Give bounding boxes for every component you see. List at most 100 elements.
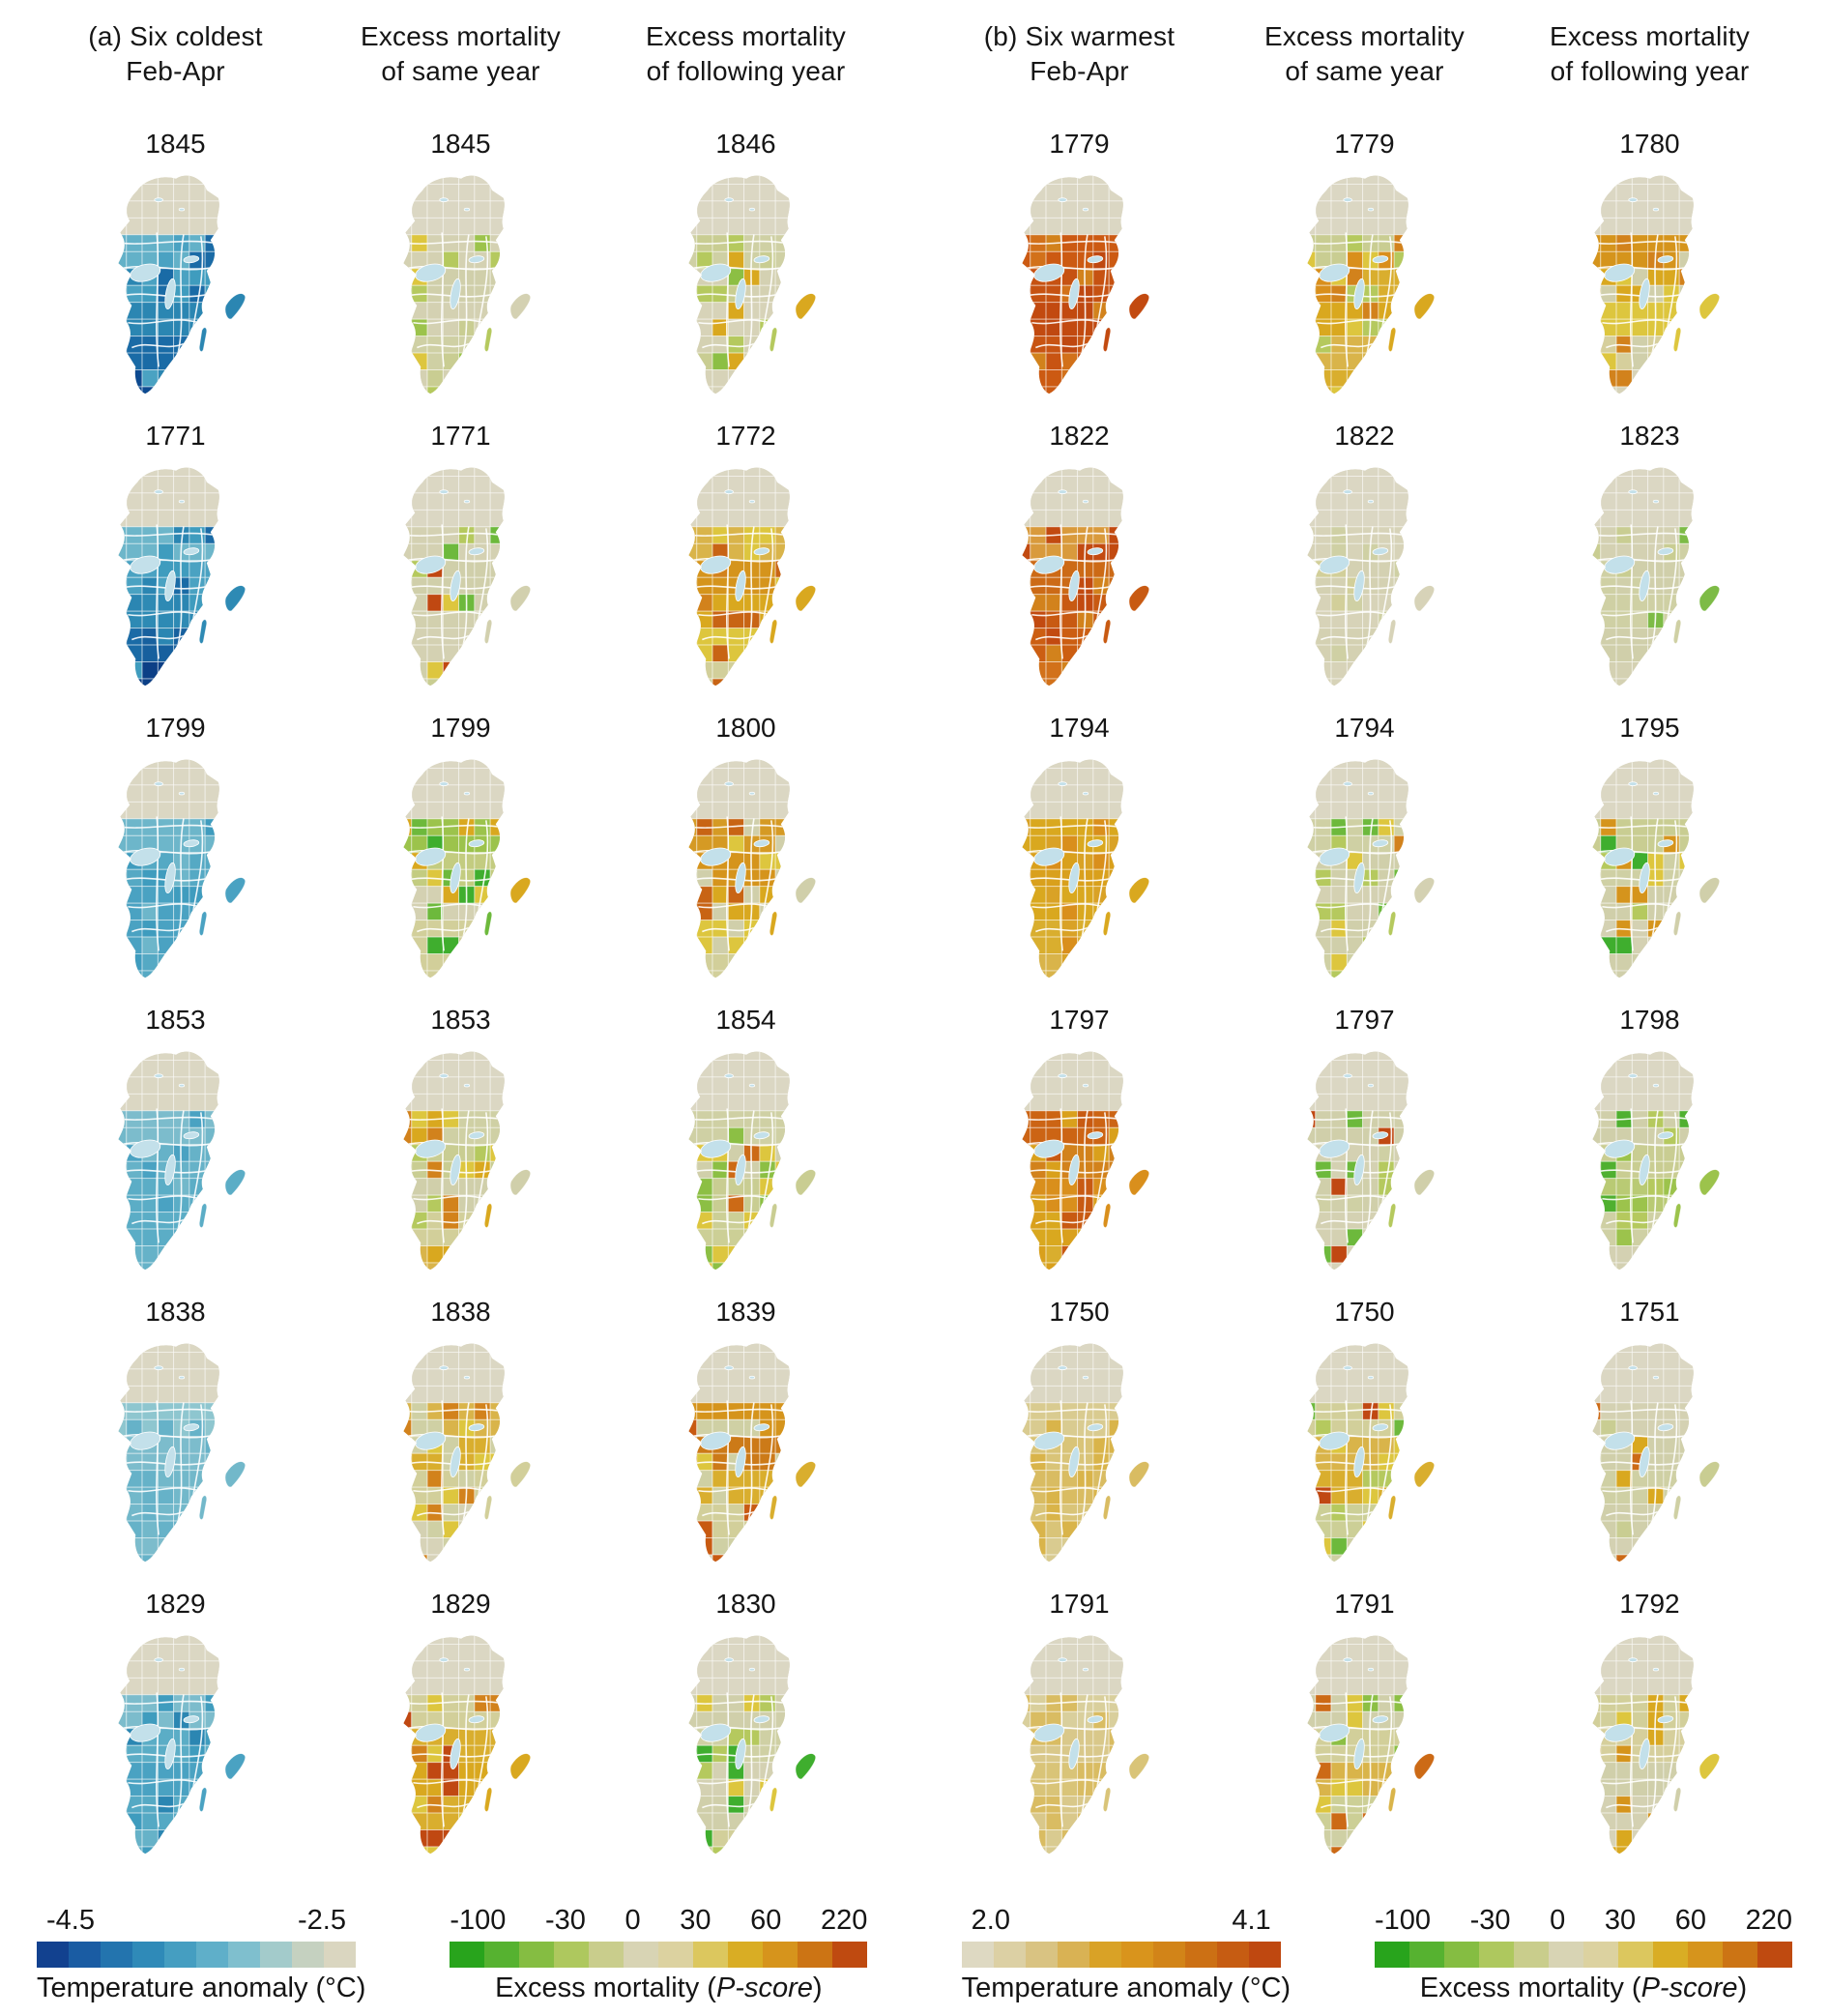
map-cell-cold-1853: 1853 xyxy=(33,1003,318,1289)
oland-island xyxy=(483,1203,492,1228)
colorbar-segment xyxy=(1582,1941,1618,1968)
oland-island xyxy=(1672,1787,1681,1812)
legend-colorbar xyxy=(961,1941,1281,1968)
colorbar-segment xyxy=(1756,1941,1792,1968)
map-cell-cold-1829: 1829 xyxy=(33,1587,318,1873)
colorbar-segment xyxy=(1687,1941,1723,1968)
choropleth-map-mort-1750 xyxy=(1306,1343,1435,1562)
gotland-island xyxy=(1128,876,1149,904)
map-year-label: 1853 xyxy=(145,1004,206,1035)
colorbar-segment xyxy=(728,1941,764,1968)
map-year-label: 1750 xyxy=(1049,1296,1110,1327)
choropleth-map-mort-1846 xyxy=(687,175,816,394)
map-year-label: 1797 xyxy=(1334,1004,1395,1035)
legend-tick-labels: -100 -30 0 30 60 220 xyxy=(450,1904,867,1937)
choropleth-map-mort-1854 xyxy=(687,1051,816,1270)
colorbar-segment xyxy=(1408,1941,1444,1968)
map-cell-mort-1823: 1823 xyxy=(1507,419,1792,705)
colorbar-segment xyxy=(260,1941,292,1968)
caption-italic-text: P-score xyxy=(1640,1972,1738,2003)
tick-label: 0 xyxy=(1550,1904,1566,1936)
gotland-island xyxy=(509,1168,531,1196)
oland-island xyxy=(1387,1787,1396,1812)
legend-tick-labels: -100 -30 0 30 60 220 xyxy=(1375,1904,1792,1937)
map-cell-warm-1822: 1822 xyxy=(937,419,1222,705)
map-year-label: 1792 xyxy=(1619,1588,1680,1619)
gotland-island xyxy=(1128,1168,1149,1196)
caption-text: ) xyxy=(812,1972,823,2003)
colorbar-segment xyxy=(589,1941,624,1968)
gotland-island xyxy=(795,876,816,904)
map-year-label: 1772 xyxy=(715,420,776,451)
tick-label: 30 xyxy=(1604,1904,1637,1936)
map-cell-mort-1846: 1846 xyxy=(603,127,888,413)
gotland-island xyxy=(1413,584,1435,612)
colorbar-segment xyxy=(1216,1941,1249,1968)
choropleth-map-mort-1791 xyxy=(1306,1635,1435,1854)
colorbar-segment xyxy=(798,1941,833,1968)
map-year-label: 1750 xyxy=(1334,1296,1395,1327)
legend-temperature-cold: -4.5 -2.5 Temperature anomaly (°C) xyxy=(37,1904,365,2004)
caption-text: ) xyxy=(1737,1972,1748,2003)
choropleth-map-warm-1797 xyxy=(1021,1051,1149,1270)
oland-island xyxy=(198,619,207,644)
map-cell-mort-1830: 1830 xyxy=(603,1587,888,1873)
tick-label: -4.5 xyxy=(46,1904,95,1936)
gotland-island xyxy=(509,292,531,320)
legend-caption: Excess mortality (P-score) xyxy=(1375,1972,1792,2004)
map-year-label: 1780 xyxy=(1619,128,1680,159)
map-year-label: 1838 xyxy=(430,1296,491,1327)
gotland-island xyxy=(1698,584,1720,612)
tick-label: -2.5 xyxy=(298,1904,346,1936)
choropleth-map-warm-1779 xyxy=(1021,175,1149,394)
oland-island xyxy=(483,327,492,352)
map-year-label: 1799 xyxy=(145,712,206,743)
oland-island xyxy=(483,1495,492,1520)
map-cell-mort-1797: 1797 xyxy=(1222,1003,1507,1289)
gotland-island xyxy=(1698,1168,1720,1196)
column-header-1: (a) Six coldest Feb-Apr xyxy=(33,19,318,90)
gotland-island xyxy=(509,584,531,612)
colorbar-segment xyxy=(132,1941,164,1968)
oland-island xyxy=(1672,327,1681,352)
oland-island xyxy=(769,1787,777,1812)
colorbar-segment xyxy=(519,1941,555,1968)
column-header-4: (b) Six warmest Feb-Apr xyxy=(937,19,1222,90)
map-cell-mort-1829: 1829 xyxy=(318,1587,603,1873)
map-row-3: 1799 1799 1800 1794 1794 1795 xyxy=(33,711,1796,997)
oland-island xyxy=(483,1787,492,1812)
column-header-line1: Excess mortality xyxy=(1263,21,1466,51)
gotland-island xyxy=(1698,1752,1720,1780)
choropleth-map-warm-1791 xyxy=(1021,1635,1149,1854)
oland-island xyxy=(1102,1787,1111,1812)
colorbar-segment xyxy=(101,1941,132,1968)
map-cell-mort-1779: 1779 xyxy=(1222,127,1507,413)
colorbar-segment xyxy=(1057,1941,1089,1968)
map-year-label: 1829 xyxy=(430,1588,491,1619)
choropleth-map-mort-1830 xyxy=(687,1635,816,1854)
legend-tick-labels: 2.0 4.1 xyxy=(962,1904,1281,1937)
map-row-2: 1771 1771 1772 1822 1822 1823 xyxy=(33,419,1796,705)
colorbar-segment xyxy=(1025,1941,1058,1968)
gotland-island xyxy=(224,1460,246,1488)
oland-island xyxy=(198,1787,207,1812)
oland-island xyxy=(483,619,492,644)
map-cell-mort-1771: 1771 xyxy=(318,419,603,705)
map-year-label: 1794 xyxy=(1334,712,1395,743)
map-year-label: 1845 xyxy=(430,128,491,159)
colorbar-segment xyxy=(450,1941,485,1968)
choropleth-map-mort-1823 xyxy=(1591,467,1720,686)
map-cell-mort-1751: 1751 xyxy=(1507,1295,1792,1581)
column-header-6: Excess mortality of following year xyxy=(1507,19,1792,90)
map-year-label: 1846 xyxy=(715,128,776,159)
map-year-label: 1838 xyxy=(145,1296,206,1327)
gotland-island xyxy=(224,584,246,612)
map-cell-mort-1822: 1822 xyxy=(1222,419,1507,705)
oland-island xyxy=(1102,619,1111,644)
colorbar-segment xyxy=(324,1941,356,1968)
oland-island xyxy=(1102,1495,1111,1520)
choropleth-map-mort-1853 xyxy=(402,1051,531,1270)
choropleth-map-mort-1795 xyxy=(1591,759,1720,978)
colorbar-segment xyxy=(658,1941,694,1968)
map-row-1: 1845 1845 1846 1779 1779 1780 xyxy=(33,127,1796,413)
